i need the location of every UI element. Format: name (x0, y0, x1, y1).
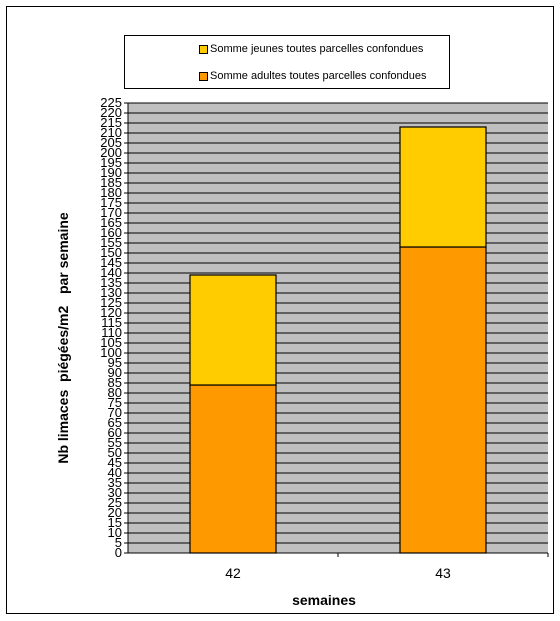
x-tick-label: 43 (435, 565, 451, 581)
legend-swatch-adultes (199, 71, 208, 81)
y-tick-label: 20 (108, 505, 122, 520)
y-tick-label: 135 (100, 275, 122, 290)
y-tick-label: 120 (100, 305, 122, 320)
y-tick-label: 220 (100, 105, 122, 120)
y-tick-label: 25 (108, 495, 122, 510)
y-tick-label: 210 (100, 125, 122, 140)
y-tick-label: 110 (101, 325, 122, 340)
y-tick-label: 105 (100, 335, 122, 350)
legend-label-jeunes: Somme jeunes toutes parcelles confondues (210, 43, 424, 55)
legend-item-jeunes: Somme jeunes toutes parcelles confondues (199, 43, 423, 55)
y-tick-label: 100 (100, 345, 122, 360)
y-tick-label: 35 (108, 475, 122, 490)
y-tick-label: 205 (100, 135, 122, 150)
y-tick-label: 80 (108, 385, 122, 400)
y-tick-label: 150 (100, 245, 122, 260)
bar-jeunes-42 (189, 274, 277, 386)
y-tick-label: 10 (108, 525, 122, 540)
y-tick-label: 65 (108, 415, 122, 430)
y-tick-label: 90 (108, 365, 122, 380)
y-tick-label: 115 (101, 315, 122, 330)
y-tick-label: 30 (108, 485, 122, 500)
y-tick-label: 180 (100, 185, 122, 200)
y-tick-label: 95 (108, 355, 122, 370)
bar-jeunes-43 (399, 126, 487, 248)
legend-label-adultes: Somme adultes toutes parcelles confondue… (210, 70, 427, 82)
y-tick-label: 15 (108, 515, 122, 530)
y-tick-label: 50 (108, 445, 122, 460)
y-tick-label: 55 (108, 435, 122, 450)
y-tick-label: 195 (100, 155, 122, 170)
y-axis-title: Nb limaces piégées/m2 par semaine (55, 212, 71, 464)
legend-item-adultes: Somme adultes toutes parcelles confondue… (199, 70, 426, 82)
y-tick-label: 175 (100, 195, 122, 210)
bar-adultes-43 (399, 246, 487, 554)
y-tick-label: 170 (100, 205, 122, 220)
y-tick-label: 190 (100, 165, 122, 180)
y-tick-label: 40 (108, 465, 122, 480)
y-tick-label: 60 (108, 425, 122, 440)
y-tick-label: 200 (100, 145, 122, 160)
y-tick-label: 85 (108, 375, 122, 390)
x-axis-title: semaines (292, 592, 356, 608)
y-tick-label: 5 (115, 535, 122, 550)
y-tick-label: 225 (100, 95, 122, 110)
y-tick-label: 75 (108, 395, 122, 410)
x-tick-label: 42 (225, 565, 241, 581)
y-tick-label: 140 (100, 265, 122, 280)
y-tick-label: 70 (108, 405, 122, 420)
y-tick-label: 160 (100, 225, 122, 240)
y-tick-label: 125 (100, 295, 122, 310)
y-tick-label: 155 (100, 235, 122, 250)
y-tick-label: 45 (108, 455, 122, 470)
y-tick-label: 215 (100, 115, 122, 130)
y-tick-label: 185 (100, 175, 122, 190)
legend-swatch-jeunes (199, 44, 208, 54)
y-tick-label: 165 (100, 215, 122, 230)
y-tick-label: 145 (100, 255, 122, 270)
y-tick-label: 0 (115, 545, 122, 560)
legend: Somme jeunes toutes parcelles confondues… (124, 35, 450, 89)
y-tick-label: 130 (100, 285, 122, 300)
bar-adultes-42 (189, 384, 277, 554)
